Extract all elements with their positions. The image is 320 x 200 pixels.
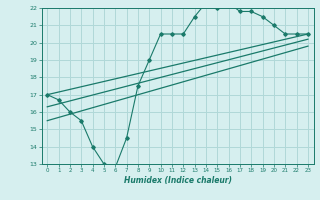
X-axis label: Humidex (Indice chaleur): Humidex (Indice chaleur)	[124, 176, 232, 185]
